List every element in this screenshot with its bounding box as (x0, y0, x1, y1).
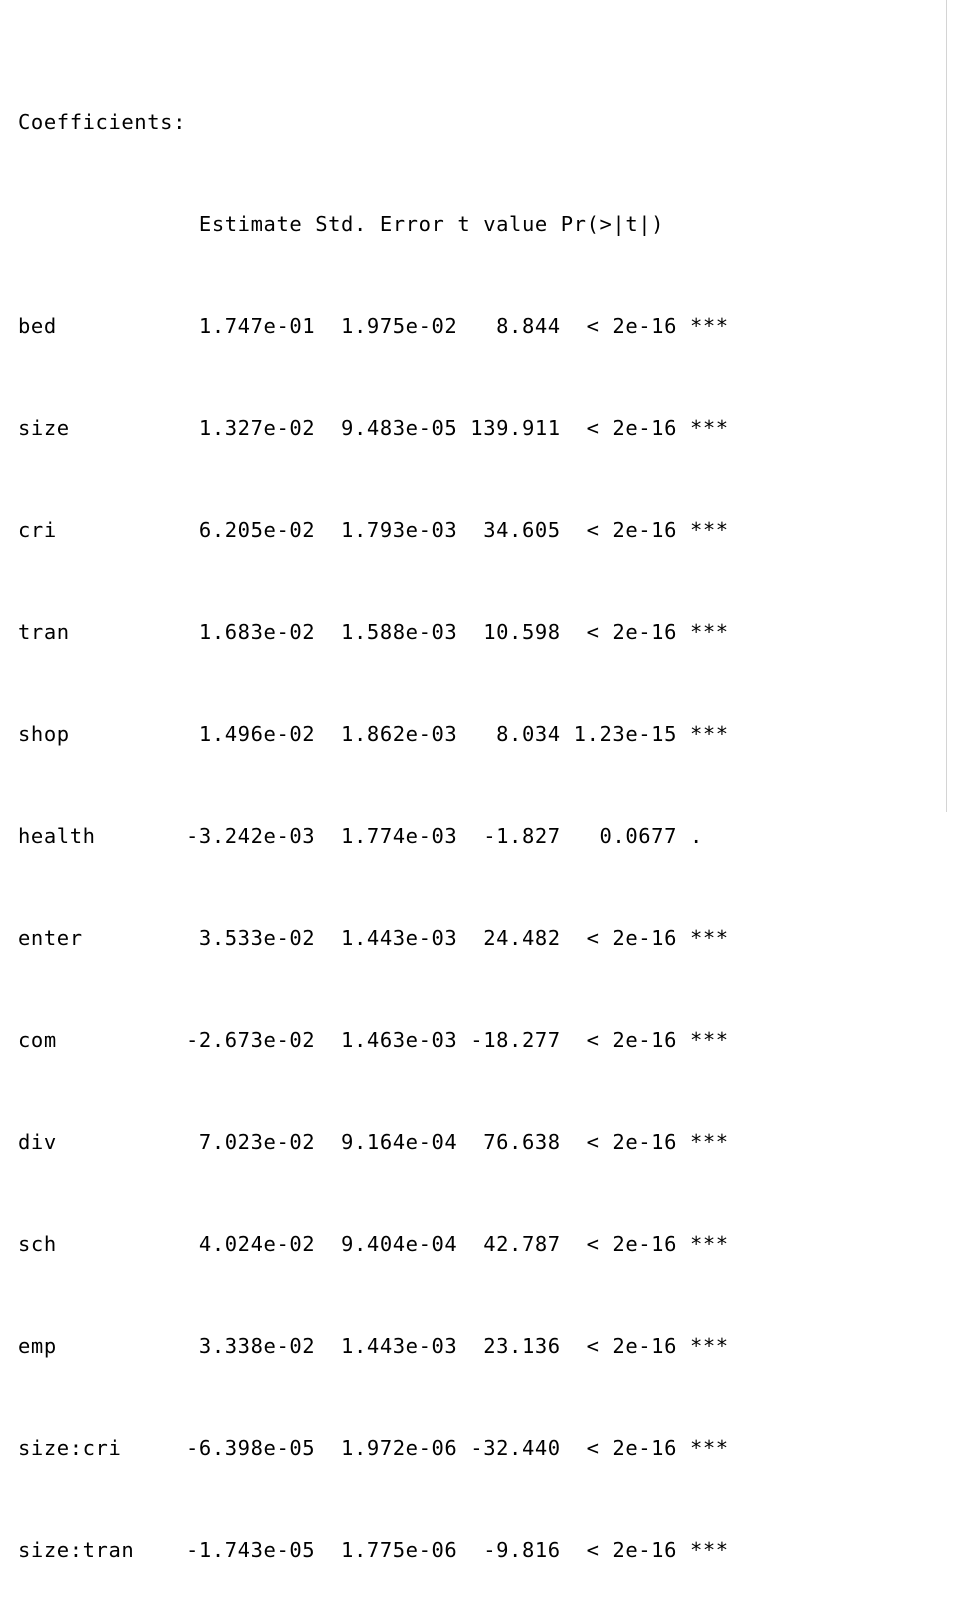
column-headers: Estimate Std. Error t value Pr(>|t|) (18, 212, 716, 236)
coef-row-size: size 1.327e-02 9.483e-05 139.911 < 2e-16… (18, 416, 729, 440)
coef-row-sch: sch 4.024e-02 9.404e-04 42.787 < 2e-16 *… (18, 1232, 729, 1256)
coef-row-enter: enter 3.533e-02 1.443e-03 24.482 < 2e-16… (18, 926, 729, 950)
coef-row-div: div 7.023e-02 9.164e-04 76.638 < 2e-16 *… (18, 1130, 729, 1154)
coef-row-bed: bed 1.747e-01 1.975e-02 8.844 < 2e-16 **… (18, 314, 729, 338)
coef-row-shop: shop 1.496e-02 1.862e-03 8.034 1.23e-15 … (18, 722, 729, 746)
r-console-output: Coefficients: Estimate Std. Error t valu… (18, 37, 729, 1624)
coefficients-heading: Coefficients: (18, 110, 186, 134)
coef-row-emp: emp 3.338e-02 1.443e-03 23.136 < 2e-16 *… (18, 1334, 729, 1358)
coef-row-com: com -2.673e-02 1.463e-03 -18.277 < 2e-16… (18, 1028, 729, 1052)
coef-row-health: health -3.242e-03 1.774e-03 -1.827 0.067… (18, 824, 729, 848)
coef-row-cri: cri 6.205e-02 1.793e-03 34.605 < 2e-16 *… (18, 518, 729, 542)
coef-row-size-cri: size:cri -6.398e-05 1.972e-06 -32.440 < … (18, 1436, 729, 1460)
coef-row-tran: tran 1.683e-02 1.588e-03 10.598 < 2e-16 … (18, 620, 729, 644)
coef-row-size-tran: size:tran -1.743e-05 1.775e-06 -9.816 < … (18, 1538, 729, 1562)
window-right-border (946, 0, 947, 812)
